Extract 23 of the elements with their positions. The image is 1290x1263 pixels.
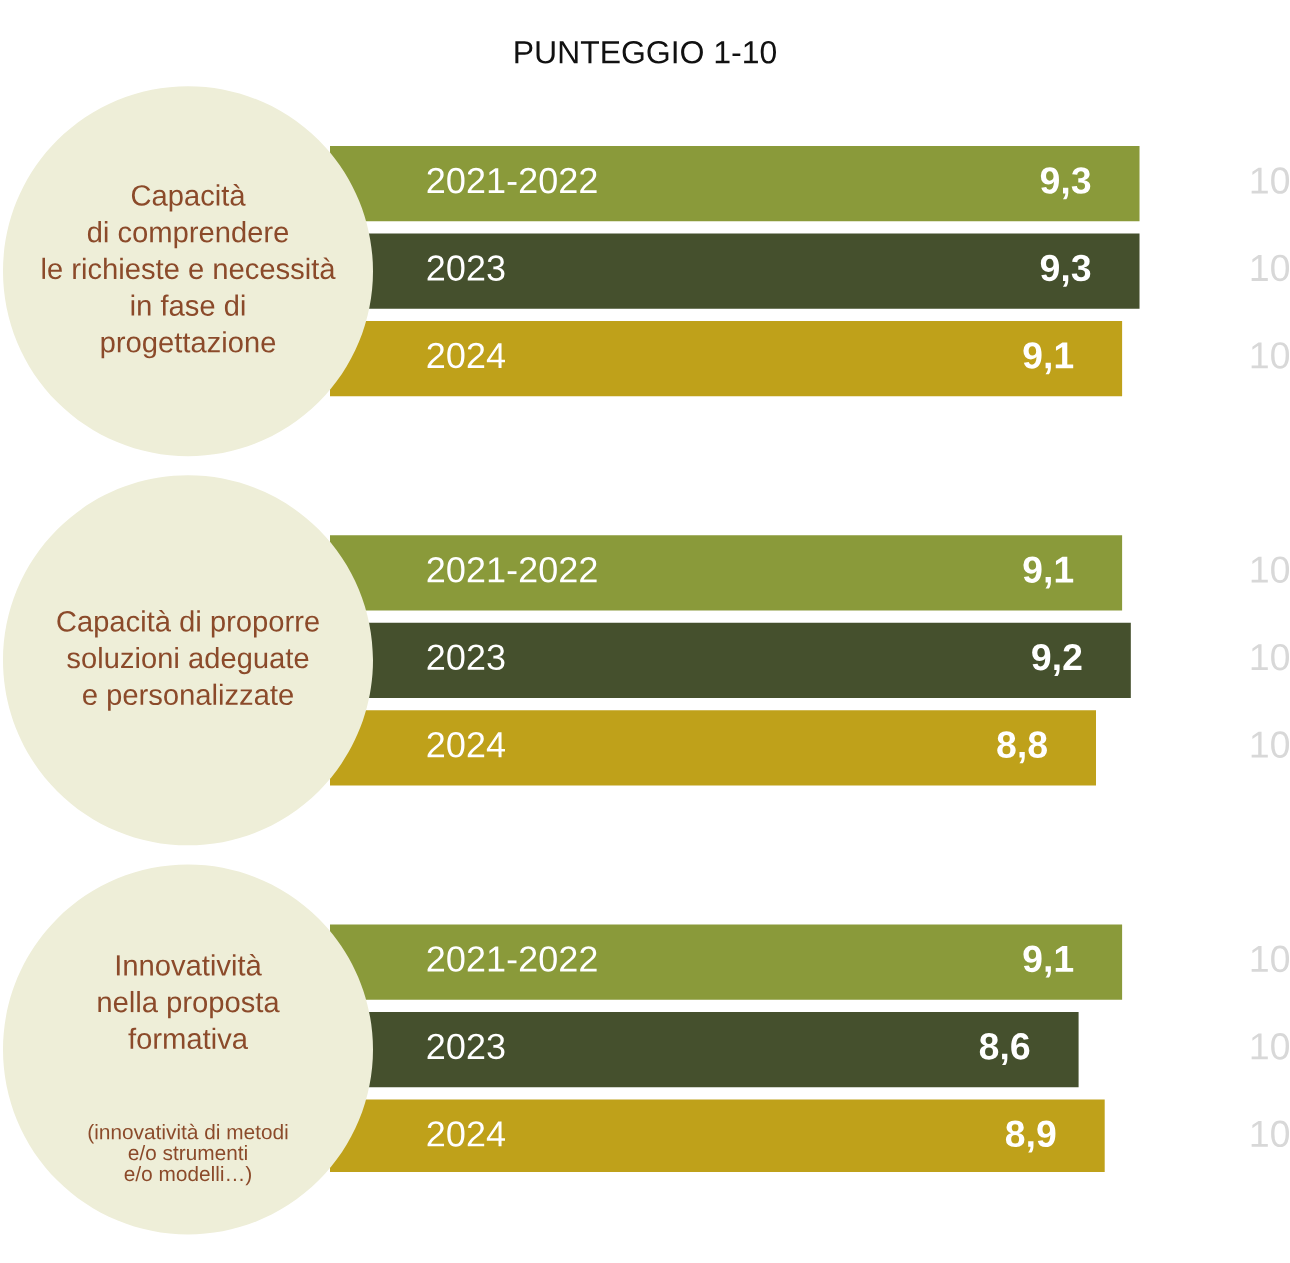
text: (innovatività di metodi e/o strumenti e/o modelli…) — [88, 1123, 288, 1186]
data-label: 9,3 — [1040, 167, 1091, 200]
data-label: 8,9 — [1005, 1120, 1056, 1153]
data-label: 9,1 — [1023, 945, 1074, 978]
series-label: 2024 — [427, 342, 506, 369]
y-tick-label: Innovatività nella proposta formativa — [98, 953, 280, 1050]
text: 2023 — [427, 1033, 505, 1060]
text: 2024 — [427, 1121, 506, 1147]
y-tick-label: Capacità di proporre soluzioni adeguate e personalizzate — [57, 609, 319, 711]
data-label: 9,3 — [1040, 254, 1091, 287]
data-label: 8,6 — [979, 1033, 1030, 1066]
text: 2021-2022 — [427, 946, 597, 972]
text: 2023 — [427, 644, 505, 671]
data-label: 9,1 — [1023, 556, 1074, 589]
data-label: 9,2 — [1032, 643, 1082, 676]
y-tick-label: Capacità di comprendere le richieste e necessità in fase di progettazione — [42, 184, 336, 359]
data-label: 8,8 — [997, 731, 1047, 764]
text: 2021-2022 — [427, 557, 597, 583]
chart-title: PUNTEGGIO 1-10 — [515, 40, 776, 64]
series-label: 2023 — [427, 255, 505, 281]
data-label: 9,1 — [1023, 342, 1074, 375]
text: 2024 — [427, 731, 506, 758]
series-label: 2021-2022 — [427, 167, 597, 194]
